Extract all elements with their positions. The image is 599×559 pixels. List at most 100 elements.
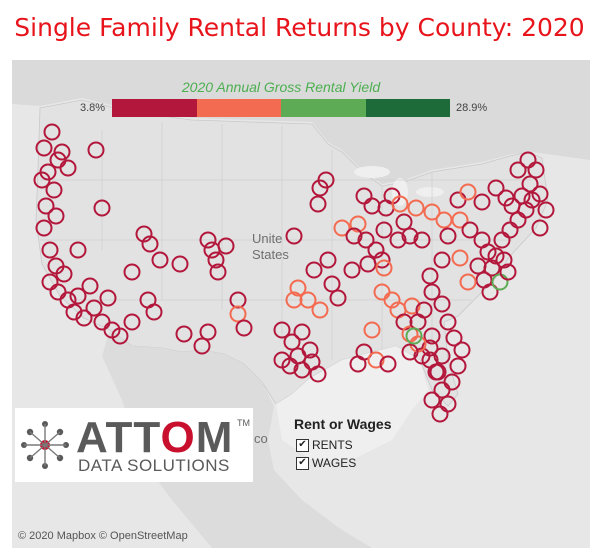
county-circle[interactable] bbox=[519, 151, 537, 169]
county-circle[interactable] bbox=[317, 171, 335, 189]
county-circle[interactable] bbox=[319, 251, 337, 269]
county-circle[interactable] bbox=[423, 283, 441, 301]
county-circle[interactable] bbox=[473, 193, 491, 211]
county-circle[interactable] bbox=[171, 255, 189, 273]
county-circle[interactable] bbox=[349, 215, 367, 233]
county-circle[interactable] bbox=[459, 183, 477, 201]
county-circle[interactable] bbox=[199, 231, 217, 249]
county-circle[interactable] bbox=[413, 347, 431, 365]
county-circle[interactable] bbox=[513, 187, 531, 205]
county-circle[interactable] bbox=[479, 243, 497, 261]
county-circle[interactable] bbox=[469, 257, 487, 275]
county-circle[interactable] bbox=[375, 221, 393, 239]
county-circle[interactable] bbox=[55, 265, 73, 283]
county-circle[interactable] bbox=[439, 227, 457, 245]
county-circle[interactable] bbox=[395, 213, 413, 231]
county-circle[interactable] bbox=[123, 263, 141, 281]
wages-checkbox[interactable]: ✔ bbox=[296, 456, 309, 470]
county-circle[interactable] bbox=[85, 299, 103, 317]
county-circle[interactable] bbox=[459, 273, 477, 291]
county-circle[interactable] bbox=[491, 273, 509, 291]
county-circle[interactable] bbox=[451, 211, 469, 229]
county-circle[interactable] bbox=[141, 235, 159, 253]
county-circle[interactable] bbox=[357, 231, 375, 249]
county-circle[interactable] bbox=[323, 275, 341, 293]
county-circle[interactable] bbox=[375, 259, 393, 277]
county-circle[interactable] bbox=[391, 195, 409, 213]
county-circle[interactable] bbox=[59, 159, 77, 177]
county-circle[interactable] bbox=[499, 263, 517, 281]
county-circle[interactable] bbox=[405, 327, 423, 345]
county-circle[interactable] bbox=[123, 313, 141, 331]
county-circle[interactable] bbox=[309, 195, 327, 213]
county-circle[interactable] bbox=[423, 391, 441, 409]
county-circle[interactable] bbox=[45, 181, 63, 199]
county-circle[interactable] bbox=[433, 295, 451, 313]
county-circle[interactable] bbox=[37, 197, 55, 215]
county-circle[interactable] bbox=[193, 337, 211, 355]
county-circle[interactable] bbox=[175, 325, 193, 343]
county-circle[interactable] bbox=[273, 321, 291, 339]
county-circle[interactable] bbox=[93, 199, 111, 217]
county-circle[interactable] bbox=[367, 241, 385, 259]
county-circle[interactable] bbox=[273, 351, 291, 369]
county-circle[interactable] bbox=[209, 263, 227, 281]
county-circle[interactable] bbox=[111, 327, 129, 345]
county-circle[interactable] bbox=[431, 405, 449, 423]
county-circle[interactable] bbox=[451, 249, 469, 267]
rents-checkbox[interactable]: ✔ bbox=[296, 438, 309, 452]
county-circle[interactable] bbox=[343, 261, 361, 279]
county-circle[interactable] bbox=[33, 171, 51, 189]
county-circle[interactable] bbox=[487, 179, 505, 197]
county-circle[interactable] bbox=[487, 247, 505, 265]
county-circle[interactable] bbox=[423, 327, 441, 345]
county-circle[interactable] bbox=[235, 319, 253, 337]
county-circle[interactable] bbox=[433, 347, 451, 365]
county-circle[interactable] bbox=[87, 141, 105, 159]
county-circle[interactable] bbox=[509, 161, 527, 179]
county-circle[interactable] bbox=[433, 381, 451, 399]
county-circle[interactable] bbox=[359, 255, 377, 273]
county-circle[interactable] bbox=[305, 261, 323, 279]
county-circle[interactable] bbox=[367, 351, 385, 369]
county-circle[interactable] bbox=[293, 361, 311, 379]
county-circle[interactable] bbox=[427, 363, 445, 381]
wages-filter-toggle[interactable]: ✔ WAGES bbox=[296, 456, 356, 470]
county-circle[interactable] bbox=[445, 329, 463, 347]
county-circle[interactable] bbox=[311, 301, 329, 319]
county-circle[interactable] bbox=[537, 201, 555, 219]
county-circle[interactable] bbox=[531, 219, 549, 237]
county-circle[interactable] bbox=[401, 343, 419, 361]
county-circle[interactable] bbox=[461, 221, 479, 239]
county-circle[interactable] bbox=[413, 231, 431, 249]
county-circle[interactable] bbox=[495, 251, 513, 269]
county-circle[interactable] bbox=[69, 287, 87, 305]
county-circle[interactable] bbox=[383, 291, 401, 309]
county-circle[interactable] bbox=[407, 199, 425, 217]
county-circle[interactable] bbox=[403, 297, 421, 315]
county-circle[interactable] bbox=[449, 357, 467, 375]
county-circle[interactable] bbox=[453, 341, 471, 359]
county-circle[interactable] bbox=[199, 323, 217, 341]
county-circle[interactable] bbox=[99, 289, 117, 307]
county-circle[interactable] bbox=[333, 219, 351, 237]
county-circle[interactable] bbox=[41, 241, 59, 259]
county-circle[interactable] bbox=[289, 279, 307, 297]
county-circle[interactable] bbox=[135, 225, 153, 243]
county-circle[interactable] bbox=[145, 303, 163, 321]
county-circle[interactable] bbox=[439, 313, 457, 331]
county-circle[interactable] bbox=[285, 227, 303, 245]
county-circle[interactable] bbox=[329, 289, 347, 307]
county-circle[interactable] bbox=[285, 291, 303, 309]
county-circle[interactable] bbox=[81, 277, 99, 295]
county-circle[interactable] bbox=[69, 241, 87, 259]
county-circle[interactable] bbox=[423, 203, 441, 221]
county-circle[interactable] bbox=[401, 227, 419, 245]
county-circle[interactable] bbox=[207, 251, 225, 269]
county-circle[interactable] bbox=[283, 333, 301, 351]
county-circle[interactable] bbox=[47, 207, 65, 225]
county-circle[interactable] bbox=[389, 231, 407, 249]
county-circle[interactable] bbox=[345, 227, 363, 245]
county-circle[interactable] bbox=[75, 309, 93, 327]
county-circle[interactable] bbox=[349, 355, 367, 373]
